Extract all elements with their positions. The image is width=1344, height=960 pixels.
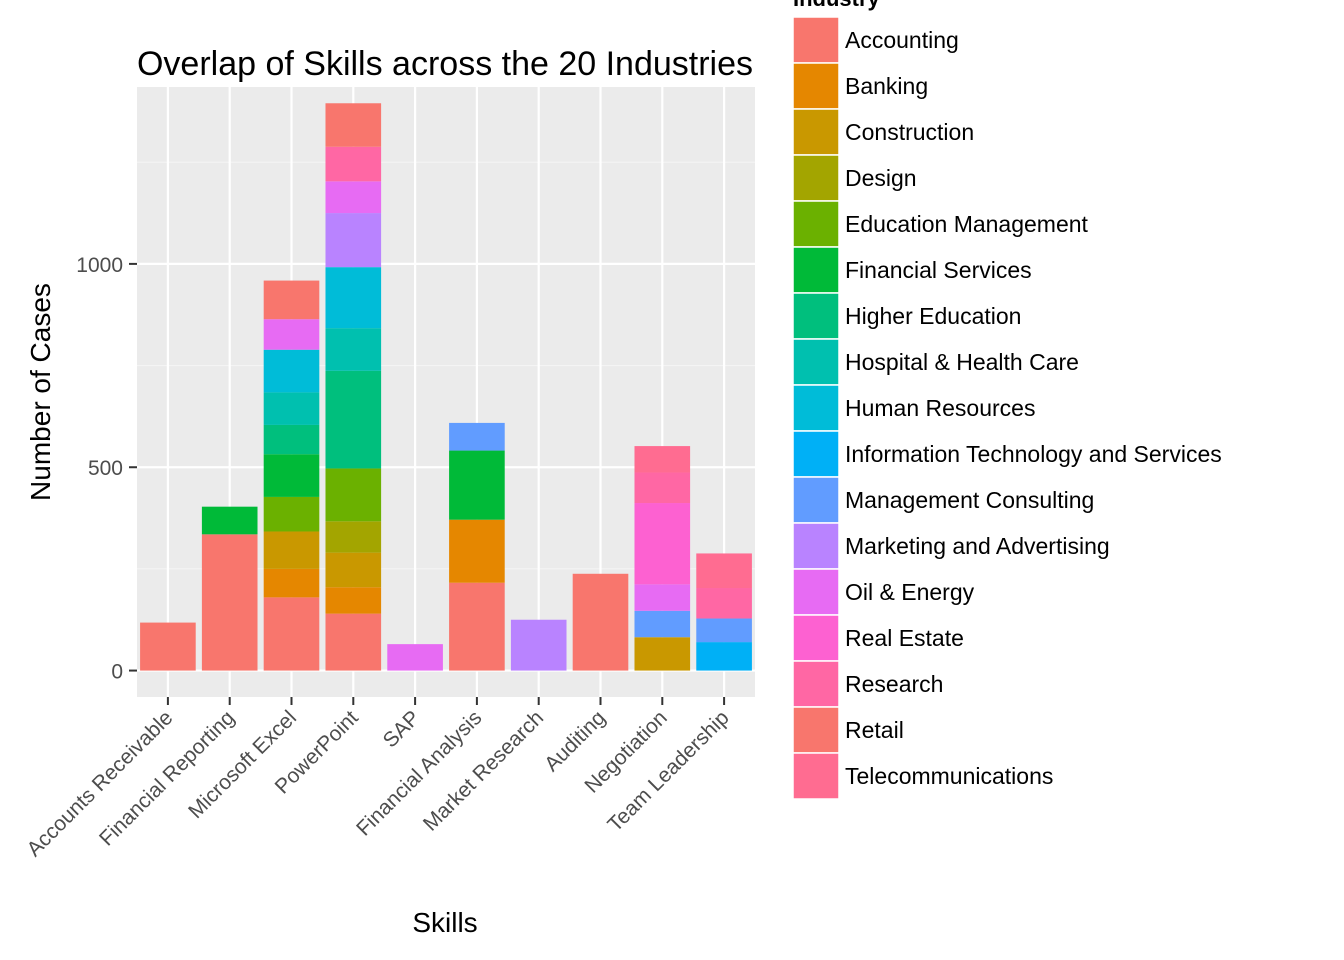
bar-segment: Banking: 155 xyxy=(449,519,505,583)
legend-label: Oil & Energy xyxy=(845,579,975,605)
bar-segment: Human Resources: 150 xyxy=(325,267,382,329)
bar-segment: Financial Services: 170 xyxy=(449,450,505,520)
bar-segment: Research: 75 xyxy=(696,588,752,619)
legend-label: Marketing and Advertising xyxy=(845,533,1110,559)
legend: Industry Accounting Banking Construction De… xyxy=(792,0,1222,800)
x-tick-label: Market Research xyxy=(419,706,548,835)
bar-segment: Accounting: 140 xyxy=(325,613,382,671)
bars: Accounting: 118Accounting: 335Accounting… xyxy=(140,103,752,671)
bar-segment: Hospital & Health Care: 105 xyxy=(325,328,382,371)
legend-key xyxy=(792,752,840,800)
legend-key xyxy=(792,706,840,754)
bar-segment: Marketing and Advertising: 133 xyxy=(325,213,382,268)
legend-label: Education Management xyxy=(845,211,1089,237)
bar-segment: Higher Education: 72 xyxy=(263,424,320,455)
y-tick-label: 0 xyxy=(111,661,123,684)
legend-key xyxy=(792,200,840,248)
legend-label: Design xyxy=(845,165,917,191)
legend-label: Retail xyxy=(845,717,904,743)
legend-key xyxy=(792,384,840,432)
legend-key xyxy=(792,154,840,202)
legend-key xyxy=(792,338,840,386)
legend-key xyxy=(792,62,840,110)
bar-segment: Construction: 82 xyxy=(634,637,691,671)
legend-label: Accounting xyxy=(845,27,959,53)
bar-segment: Research: 75 xyxy=(634,472,691,504)
bar-segment: Education Management: 130 xyxy=(325,468,382,522)
legend-label: Real Estate xyxy=(845,625,964,651)
bar-segment: Management Consulting: 58 xyxy=(696,618,752,643)
bar-segment: Financial Services: 105 xyxy=(263,454,320,497)
legend-key xyxy=(792,614,840,662)
legend-label: Construction xyxy=(845,119,974,145)
legend-label: Higher Education xyxy=(845,303,1021,329)
bar-segment: Hospital & Health Care: 80 xyxy=(263,392,320,425)
y-tick-label: 500 xyxy=(88,457,123,480)
bar-segment: Oil & Energy: 65 xyxy=(634,584,691,611)
legend-key xyxy=(792,108,840,156)
bar-segment: Education Management: 85 xyxy=(263,496,320,532)
bar-segment: Oil & Energy: 75 xyxy=(263,319,320,350)
bar-segment: Marketing and Advertising: 125 xyxy=(510,619,567,671)
bar-segment: Financial Services: 68 xyxy=(201,506,258,535)
legend-label: Information Technology and Services xyxy=(845,441,1222,467)
legend-label: Management Consulting xyxy=(845,487,1094,513)
legend-key xyxy=(792,430,840,478)
legend-label: Research xyxy=(845,671,943,697)
x-axis-title: Skills xyxy=(412,907,477,938)
bar-segment: Retail: 95 xyxy=(263,280,320,320)
bar-segment: Real Estate: 200 xyxy=(634,503,691,585)
bar-segment: Higher Education: 240 xyxy=(325,370,382,469)
bar-segment: Management Consulting: 68 xyxy=(449,422,505,451)
bar-segment: Telecommunications: 65 xyxy=(634,446,691,473)
legend-key xyxy=(792,246,840,294)
legend-key xyxy=(792,522,840,570)
bar-segment: Retail: 107 xyxy=(325,103,382,147)
legend-key xyxy=(792,292,840,340)
bar-segment: Accounting: 238 xyxy=(572,573,629,671)
bar-segment: Research: 85 xyxy=(325,146,382,182)
legend-key xyxy=(792,660,840,708)
bar-segment: Oil & Energy: 65 xyxy=(387,644,443,671)
legend-label: Human Resources xyxy=(845,395,1035,421)
legend-key xyxy=(792,568,840,616)
bar-segment: Accounting: 335 xyxy=(201,534,258,671)
legend-key xyxy=(792,476,840,524)
legend-label: Hospital & Health Care xyxy=(845,349,1079,375)
bar-segment: Construction: 92 xyxy=(263,531,320,569)
legend-label: Telecommunications xyxy=(845,763,1053,789)
bar-segment: Management Consulting: 65 xyxy=(634,610,691,638)
legend-label: Financial Services xyxy=(845,257,1032,283)
bar-segment: Construction: 85 xyxy=(325,552,382,588)
y-axis-title: Number of Cases xyxy=(25,283,56,501)
bar-segment: Accounting: 180 xyxy=(263,597,320,671)
legend-key xyxy=(792,16,840,64)
y-tick-label: 1000 xyxy=(76,254,123,277)
bar-segment: Banking: 65 xyxy=(325,587,382,614)
bar-segment: Telecommunications: 85 xyxy=(696,553,752,589)
bar-segment: Human Resources: 105 xyxy=(263,349,320,393)
bar-segment: Banking: 70 xyxy=(263,568,320,598)
x-tick-label: Microsoft Excel xyxy=(184,706,301,823)
x-tick-label: SAP xyxy=(379,706,425,752)
bar-segment: Accounting: 118 xyxy=(140,622,196,671)
bar-segment: Design: 77 xyxy=(325,521,382,553)
bar-segment: Accounting: 216 xyxy=(449,582,505,671)
legend-label: Banking xyxy=(845,73,928,99)
bar-segment: Oil & Energy: 78 xyxy=(325,181,382,214)
bar-segment: Information Technology and Services: 70 xyxy=(696,642,752,671)
legend-title: Industry xyxy=(793,0,881,11)
chart-title: Overlap of Skills across the 20 Industri… xyxy=(137,45,753,83)
